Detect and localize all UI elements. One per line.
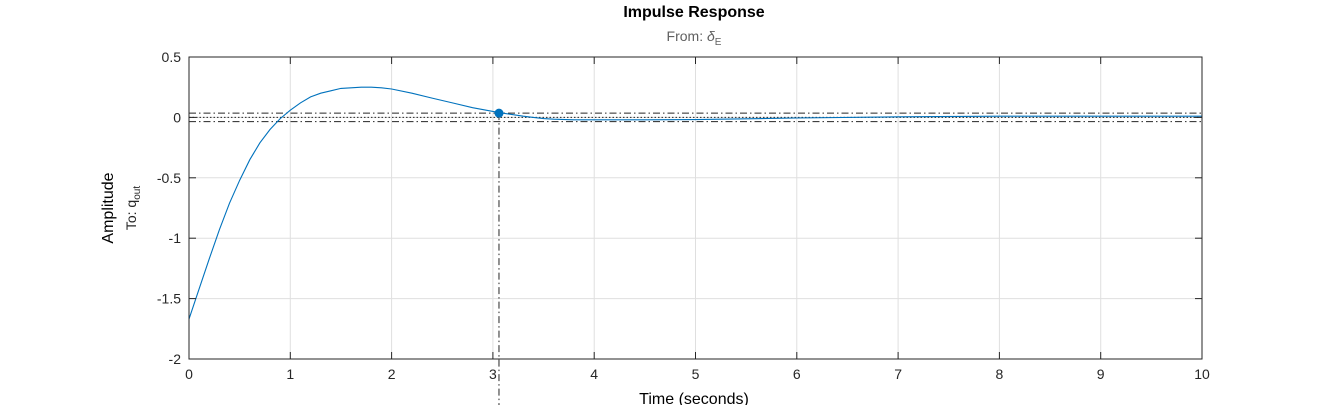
subtitle-prefix: From: <box>667 28 707 44</box>
settling-band <box>189 112 1202 123</box>
y-tick-label: 0.5 <box>162 49 182 65</box>
x-tick-label: 7 <box>894 366 902 382</box>
subtitle-subscript: E <box>715 37 722 48</box>
y-axis-output-label: To: qout <box>123 186 143 230</box>
y-axis-label: Amplitude <box>100 172 117 243</box>
x-tick-label: 2 <box>388 366 396 382</box>
y-tick-label: -1.5 <box>157 291 181 307</box>
x-tick-label: 4 <box>590 366 598 382</box>
chart-subtitle: From: δE <box>667 28 722 48</box>
x-tick-label: 9 <box>1097 366 1105 382</box>
subtitle-symbol: δ <box>707 28 715 44</box>
response-line <box>188 86 1202 320</box>
x-tick-label: 0 <box>185 366 193 382</box>
ticks: 0 1 2 3 4 5 6 7 8 9 10 -2 -1.5 -1 -0.5 0 0.5 <box>157 49 1210 382</box>
x-tick-label: 1 <box>286 366 294 382</box>
settling-time-marker <box>494 108 504 118</box>
series-layer <box>188 86 1202 405</box>
chart-title: Impulse Response <box>623 4 764 21</box>
y-tick-label: -1 <box>169 230 182 246</box>
ylabel2-subscript: out <box>132 186 143 200</box>
x-axis-label: Time (seconds) <box>639 391 749 405</box>
x-tick-label: 6 <box>793 366 801 382</box>
x-tick-label: 5 <box>692 366 700 382</box>
y-tick-label: -0.5 <box>157 170 181 186</box>
x-tick-label: 8 <box>996 366 1004 382</box>
x-tick-label: 10 <box>1194 366 1210 382</box>
ylabel2-prefix: To: q <box>123 200 139 230</box>
x-tick-label: 3 <box>489 366 497 382</box>
y-tick-label: 0 <box>173 109 181 125</box>
y-tick-label: -2 <box>169 351 182 367</box>
grid <box>189 57 1202 359</box>
